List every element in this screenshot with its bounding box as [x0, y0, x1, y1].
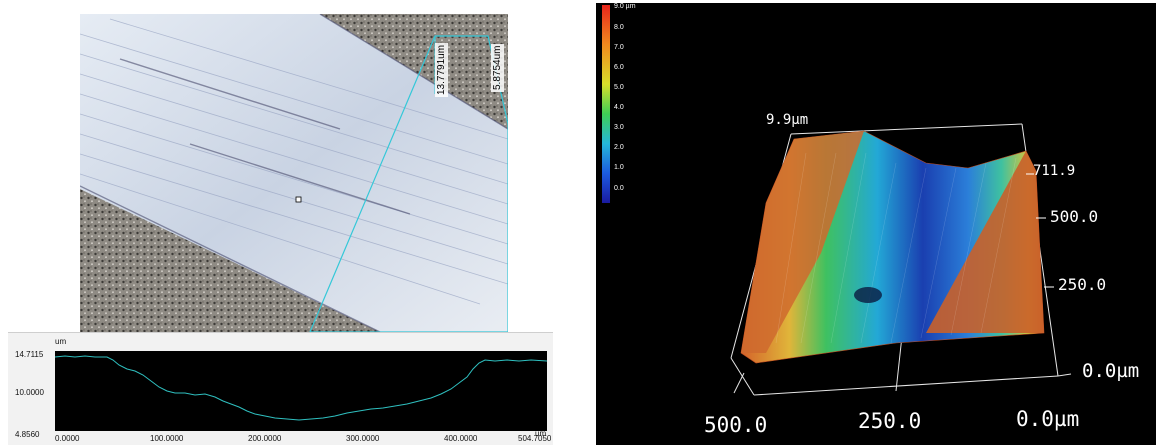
surface-3d-svg [602, 5, 1072, 396]
profile-xtick-2: 200.0000 [248, 434, 282, 443]
x-axis-label-1: 250.0 [858, 409, 922, 433]
profile-plot-area [54, 351, 548, 431]
y-axis-label-1: 500.0 [1050, 207, 1099, 226]
x-axis-label-0: 500.0 [704, 413, 768, 437]
measurement-label-2: 5.8754um [491, 43, 504, 92]
profile-xtick-3: 300.0000 [346, 434, 380, 443]
profile-unit-top: um [55, 337, 67, 346]
profile-unit-right: um [535, 429, 547, 438]
profile-ytick-top: 14.7115 [15, 350, 44, 359]
surface-3d-view: 9.0 µm 8.0 7.0 6.0 5.0 4.0 3.0 2.0 1.0 0… [596, 3, 1156, 445]
colorbar-label-1: 8.0 [614, 24, 624, 31]
colorbar-label-2: 7.0 [614, 44, 624, 51]
z-axis-top-label: 9.9µm [766, 112, 809, 128]
profile-xtick-5: 504.7050 [518, 434, 552, 443]
profile-line-svg [54, 355, 548, 421]
x-axis-label-2: 0.0µm [1016, 407, 1080, 431]
colorbar-label-5: 4.0 [614, 104, 624, 111]
colorbar-label-7: 2.0 [614, 144, 624, 151]
y-axis-label-3: 0.0µm [1082, 360, 1140, 382]
y-axis-label-0: 711.9 [1033, 163, 1076, 179]
measurement-label-1: 13.7791um [435, 42, 448, 97]
profile-ytick-mid: 10.0000 [15, 388, 44, 397]
colorbar-label-3: 6.0 [614, 64, 624, 71]
colorbar-label-6: 3.0 [614, 124, 624, 131]
profile-ytick-bottom: 4.8560 [15, 430, 40, 439]
y-axis-label-2: 250.0 [1058, 275, 1107, 294]
profile-chart: um 14.7115 10.0000 4.8560 um 0.0000 100.… [8, 332, 553, 445]
profile-xtick-0: 0.0000 [55, 434, 80, 443]
profile-xtick-1: 100.0000 [150, 434, 184, 443]
profile-xtick-4: 400.0000 [444, 434, 478, 443]
colorbar-label-9: 0.0 [614, 185, 624, 192]
colorbar-label-0: 9.0 µm [614, 3, 636, 10]
colorbar-label-8: 1.0 [614, 164, 624, 171]
profile-line [54, 355, 548, 421]
colorbar-label-4: 5.0 [614, 84, 624, 91]
micrograph-image: 13.7791um 5.8754um [80, 14, 508, 332]
